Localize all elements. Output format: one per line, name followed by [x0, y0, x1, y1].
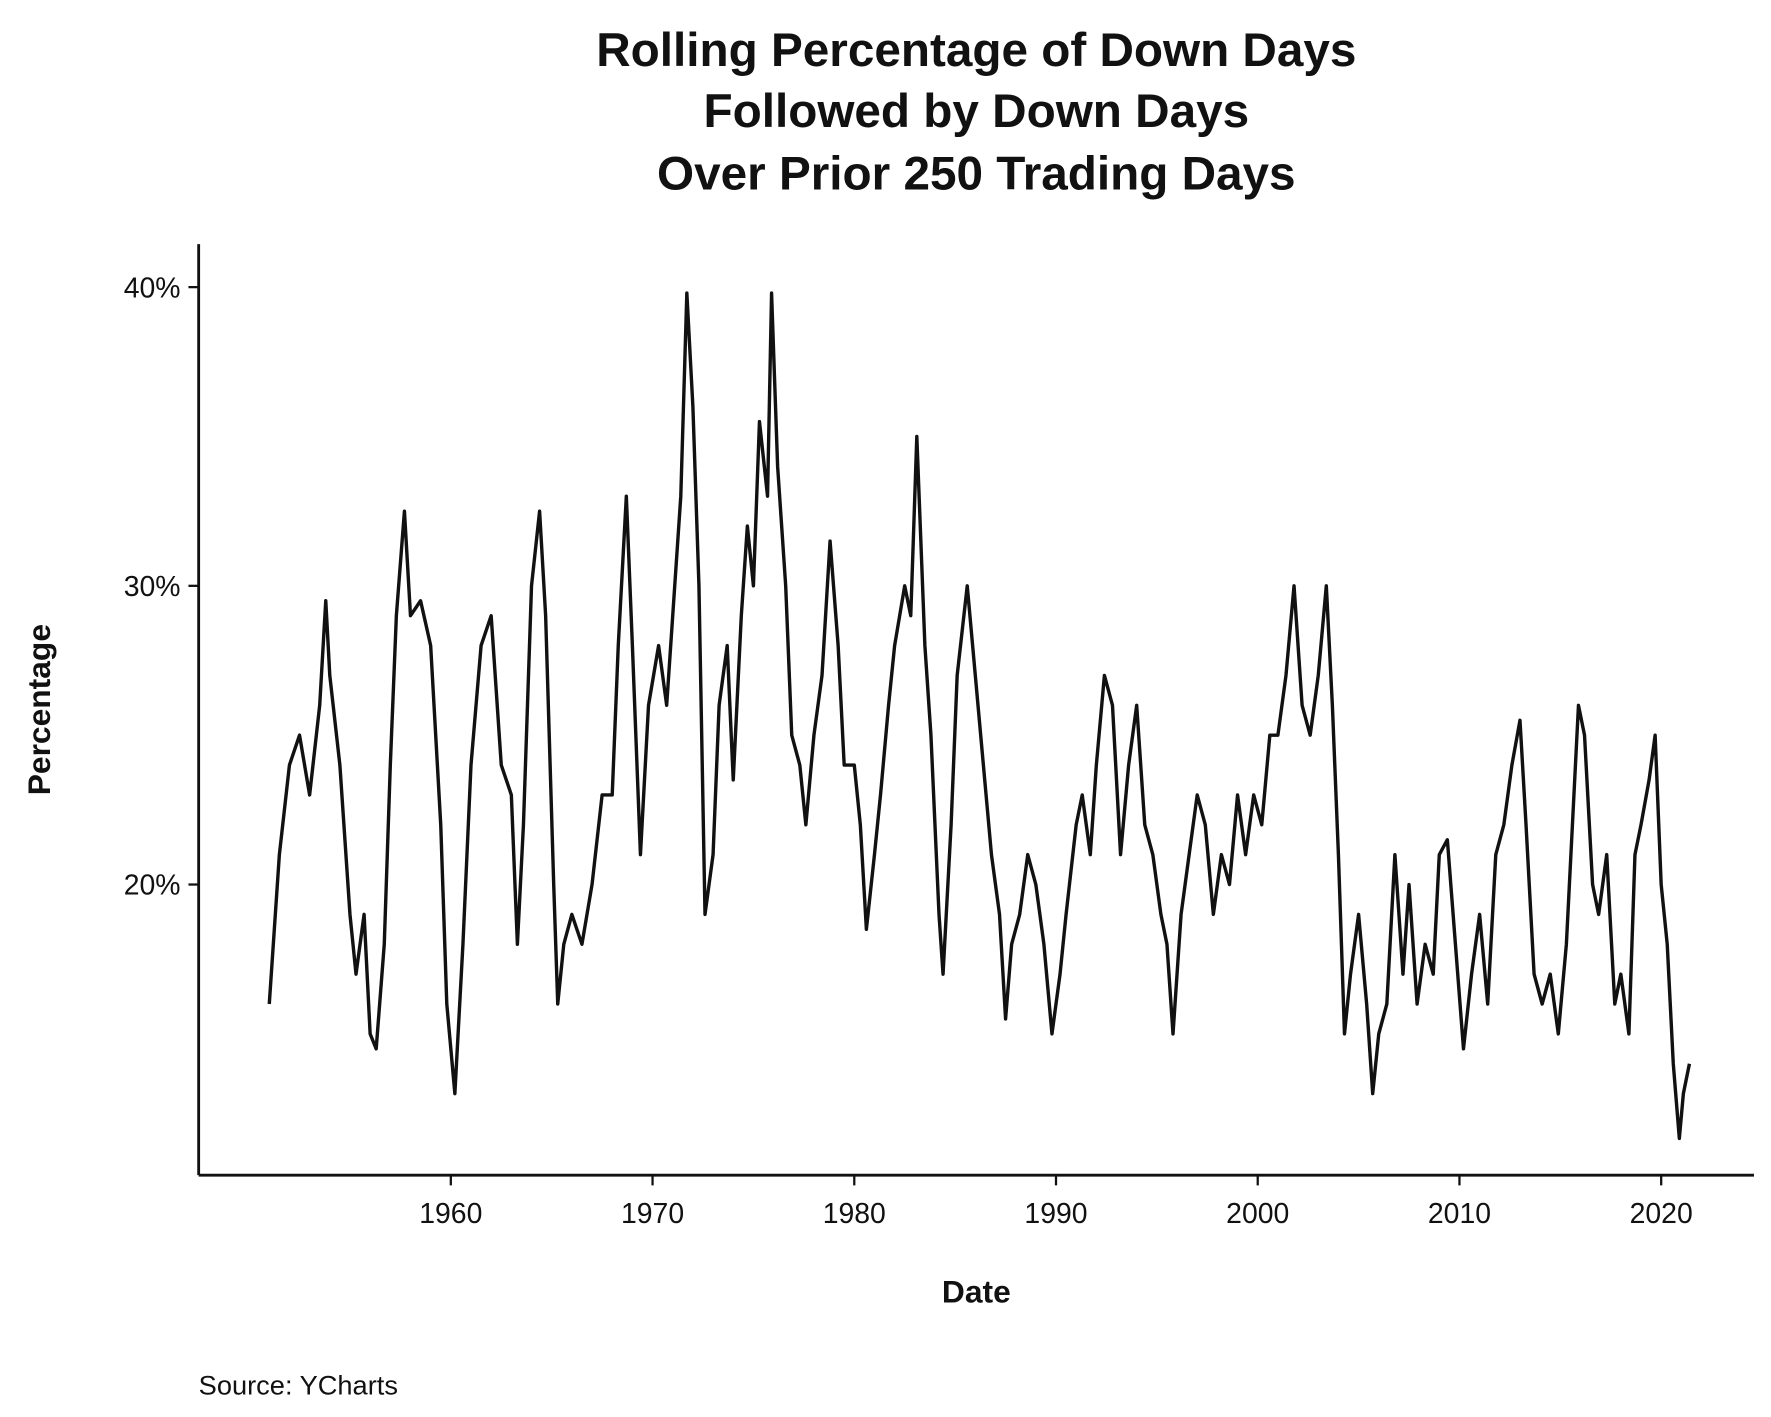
- x-tick-label: 2020: [1630, 1198, 1693, 1230]
- x-tick-label: 1970: [621, 1198, 684, 1230]
- x-tick-label: 1960: [419, 1198, 482, 1230]
- data-line: [267, 291, 1692, 1141]
- chart-title: Over Prior 250 Trading Days: [657, 148, 1296, 201]
- y-tick-label: 20%: [124, 870, 181, 902]
- y-tick-label: 30%: [124, 571, 181, 603]
- x-tick-label: 1990: [1024, 1198, 1087, 1230]
- x-tick-label: 2000: [1226, 1198, 1289, 1230]
- y-axis-label: Percentage: [21, 624, 57, 795]
- x-tick-label: 2010: [1428, 1198, 1491, 1230]
- chart-title: Rolling Percentage of Down Days: [596, 24, 1356, 77]
- x-tick-label: 1980: [823, 1198, 886, 1230]
- chart-title: Followed by Down Days: [704, 85, 1250, 138]
- source-note: Source: YCharts: [199, 1369, 398, 1400]
- y-tick-label: 40%: [124, 272, 181, 304]
- x-axis-label: Date: [942, 1273, 1011, 1309]
